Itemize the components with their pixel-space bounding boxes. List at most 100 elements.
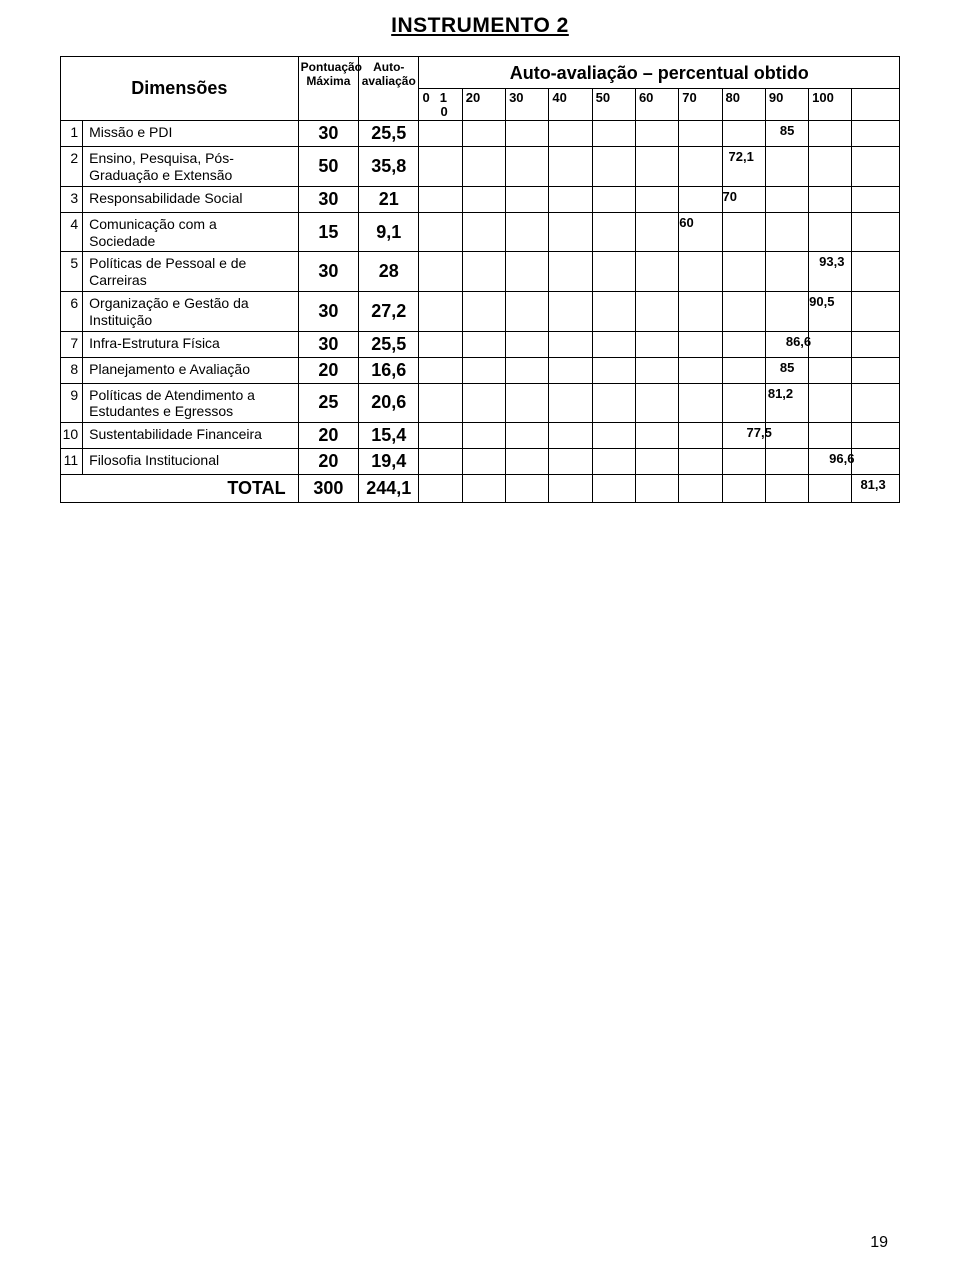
chart-cell bbox=[462, 331, 505, 357]
chart-cell bbox=[679, 331, 722, 357]
chart-cell bbox=[679, 121, 722, 147]
row-auto-avaliacao: 28 bbox=[359, 252, 419, 292]
chart-cell bbox=[419, 121, 462, 147]
chart-cell bbox=[506, 449, 549, 475]
row-dimension: Ensino, Pesquisa, Pós- Graduação e Exten… bbox=[83, 147, 299, 187]
tick-90: 90 bbox=[765, 89, 808, 121]
chart-cell bbox=[635, 292, 678, 332]
chart-cell bbox=[549, 252, 592, 292]
chart-cell bbox=[635, 147, 678, 187]
row-auto-avaliacao: 20,6 bbox=[359, 383, 419, 423]
row-pontuacao-maxima: 15 bbox=[298, 212, 358, 252]
chart-cell bbox=[722, 212, 765, 252]
chart-cell bbox=[592, 292, 635, 332]
chart-cell bbox=[722, 475, 765, 503]
table-row: 4Comunicação com a Sociedade159,160 bbox=[61, 212, 900, 252]
chart-cell bbox=[765, 186, 808, 212]
row-pontuacao-maxima: 20 bbox=[298, 449, 358, 475]
chart-cell bbox=[462, 357, 505, 383]
tick-20: 20 bbox=[462, 89, 505, 121]
row-index: 1 bbox=[61, 121, 83, 147]
row-index: 6 bbox=[61, 292, 83, 332]
chart-cell bbox=[722, 449, 765, 475]
chart-cell bbox=[592, 331, 635, 357]
row-dimension: Sustentabilidade Financeira bbox=[83, 423, 299, 449]
chart-cell bbox=[852, 252, 900, 292]
chart-cell bbox=[722, 121, 765, 147]
chart-cell bbox=[549, 212, 592, 252]
tick-100: 100 bbox=[809, 89, 852, 121]
tick-empty bbox=[852, 89, 900, 121]
table-row: 11Filosofia Institucional2019,496,6 bbox=[61, 449, 900, 475]
chart-cell bbox=[506, 252, 549, 292]
percent-value: 85 bbox=[780, 123, 794, 138]
chart-cell: 86,6 bbox=[765, 331, 808, 357]
row-dimension: Organização e Gestão da Instituição bbox=[83, 292, 299, 332]
chart-cell bbox=[549, 186, 592, 212]
chart-cell bbox=[592, 147, 635, 187]
chart-cell bbox=[722, 252, 765, 292]
chart-cell bbox=[419, 331, 462, 357]
chart-cell bbox=[809, 147, 852, 187]
chart-cell bbox=[549, 423, 592, 449]
chart-cell: 70 bbox=[722, 186, 765, 212]
chart-cell bbox=[549, 449, 592, 475]
row-index: 8 bbox=[61, 357, 83, 383]
chart-cell bbox=[722, 292, 765, 332]
chart-cell bbox=[722, 357, 765, 383]
chart-cell bbox=[765, 212, 808, 252]
chart-cell bbox=[679, 147, 722, 187]
chart-cell bbox=[462, 383, 505, 423]
chart-cell bbox=[635, 186, 678, 212]
row-dimension: Filosofia Institucional bbox=[83, 449, 299, 475]
chart-cell bbox=[852, 292, 900, 332]
chart-cell bbox=[852, 357, 900, 383]
chart-cell bbox=[635, 331, 678, 357]
chart-cell bbox=[722, 331, 765, 357]
chart-cell bbox=[419, 252, 462, 292]
tick-50: 50 bbox=[592, 89, 635, 121]
row-dimension: Políticas de Pessoal e de Carreiras bbox=[83, 252, 299, 292]
row-auto-avaliacao: 25,5 bbox=[359, 121, 419, 147]
percent-value: 81,3 bbox=[860, 477, 885, 492]
row-index: 3 bbox=[61, 186, 83, 212]
percent-value: 86,6 bbox=[786, 334, 811, 349]
table-row: 7Infra-Estrutura Física3025,586,6 bbox=[61, 331, 900, 357]
chart-cell bbox=[809, 121, 852, 147]
row-auto-avaliacao: 35,8 bbox=[359, 147, 419, 187]
chart-cell bbox=[592, 423, 635, 449]
row-auto-avaliacao: 16,6 bbox=[359, 357, 419, 383]
tick-70: 70 bbox=[679, 89, 722, 121]
chart-cell bbox=[679, 292, 722, 332]
table-row: 9Políticas de Atendimento a Estudantes e… bbox=[61, 383, 900, 423]
chart-cell bbox=[592, 357, 635, 383]
chart-cell bbox=[506, 212, 549, 252]
chart-cell bbox=[852, 383, 900, 423]
row-dimension: Missão e PDI bbox=[83, 121, 299, 147]
percent-value: 93,3 bbox=[819, 254, 844, 269]
chart-cell: 85 bbox=[765, 357, 808, 383]
chart-cell bbox=[679, 449, 722, 475]
chart-cell bbox=[419, 449, 462, 475]
chart-cell bbox=[809, 475, 852, 503]
row-pontuacao-maxima: 20 bbox=[298, 357, 358, 383]
row-auto-avaliacao: 25,5 bbox=[359, 331, 419, 357]
chart-cell bbox=[462, 252, 505, 292]
table-row: 5Políticas de Pessoal e de Carreiras3028… bbox=[61, 252, 900, 292]
chart-cell bbox=[462, 449, 505, 475]
chart-cell bbox=[635, 423, 678, 449]
chart-cell bbox=[679, 475, 722, 503]
chart-cell bbox=[852, 449, 900, 475]
chart-cell bbox=[765, 147, 808, 187]
table-row-total: TOTAL300244,181,3 bbox=[61, 475, 900, 503]
chart-cell bbox=[679, 186, 722, 212]
evaluation-table: Dimensões Pontuação Máxima Auto-avaliaçã… bbox=[60, 56, 900, 503]
tick-40: 40 bbox=[549, 89, 592, 121]
chart-cell bbox=[592, 449, 635, 475]
table-row: 6Organização e Gestão da Instituição3027… bbox=[61, 292, 900, 332]
row-index: 4 bbox=[61, 212, 83, 252]
chart-cell bbox=[635, 121, 678, 147]
chart-cell bbox=[765, 292, 808, 332]
chart-cell bbox=[549, 292, 592, 332]
chart-cell bbox=[809, 331, 852, 357]
